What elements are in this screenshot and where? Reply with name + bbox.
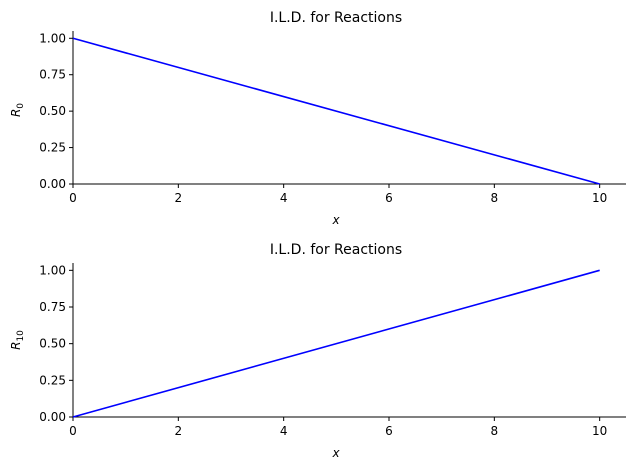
x-ticks: 0 2 4 6 8 10 bbox=[69, 417, 607, 438]
x-axis-label: x bbox=[331, 446, 340, 460]
y-tick-label: 0.50 bbox=[39, 104, 66, 118]
x-ticks: 0 2 4 6 8 10 bbox=[69, 184, 607, 205]
x-tick-label: 8 bbox=[491, 424, 499, 438]
chart-title: I.L.D. for Reactions bbox=[270, 10, 402, 26]
x-tick-label: 2 bbox=[175, 424, 183, 438]
y-ticks: 0.00 0.25 0.50 0.75 1.00 bbox=[39, 31, 73, 191]
y-ticks: 0.00 0.25 0.50 0.75 1.00 bbox=[39, 263, 73, 424]
chart-top: I.L.D. for Reactions x R0 0 2 4 6 8 10 0.000.… bbox=[9, 10, 626, 227]
x-tick-label: 6 bbox=[385, 424, 393, 438]
y-tick-label: 0.00 bbox=[39, 410, 66, 424]
x-tick-label: 10 bbox=[592, 424, 607, 438]
x-axis-label: x bbox=[331, 213, 340, 227]
x-tick-label: 0 bbox=[69, 424, 77, 438]
y-axis-label-sub: 10 bbox=[16, 330, 26, 342]
y-axis-label: R0 bbox=[9, 103, 26, 117]
chart-bottom: I.L.D. for Reactions x R10 0 2 4 6 8 10 0.000… bbox=[9, 242, 626, 460]
y-tick-label: 1.00 bbox=[39, 31, 66, 45]
y-axis-label: R10 bbox=[9, 330, 26, 350]
y-tick-label: 0.25 bbox=[39, 141, 66, 155]
x-tick-label: 8 bbox=[491, 191, 499, 205]
chart-title: I.L.D. for Reactions bbox=[270, 242, 402, 258]
y-tick-label: 0.75 bbox=[39, 68, 66, 82]
y-axis-label-main: R bbox=[9, 342, 23, 350]
y-tick-label: 0.50 bbox=[39, 337, 66, 351]
y-tick-label: 1.00 bbox=[39, 263, 66, 277]
x-tick-label: 10 bbox=[592, 191, 607, 205]
y-tick-label: 0.75 bbox=[39, 300, 66, 314]
y-tick-label: 0.00 bbox=[39, 177, 66, 191]
series-line bbox=[72, 37, 600, 185]
y-axis-label-main: R bbox=[9, 109, 23, 117]
x-tick-label: 0 bbox=[69, 191, 77, 205]
x-tick-label: 2 bbox=[175, 191, 183, 205]
x-tick-label: 4 bbox=[280, 191, 288, 205]
series-line bbox=[72, 269, 600, 418]
x-tick-label: 4 bbox=[280, 424, 288, 438]
y-axis-label-sub: 0 bbox=[16, 103, 26, 109]
y-tick-label: 0.25 bbox=[39, 373, 66, 387]
x-tick-label: 6 bbox=[385, 191, 393, 205]
